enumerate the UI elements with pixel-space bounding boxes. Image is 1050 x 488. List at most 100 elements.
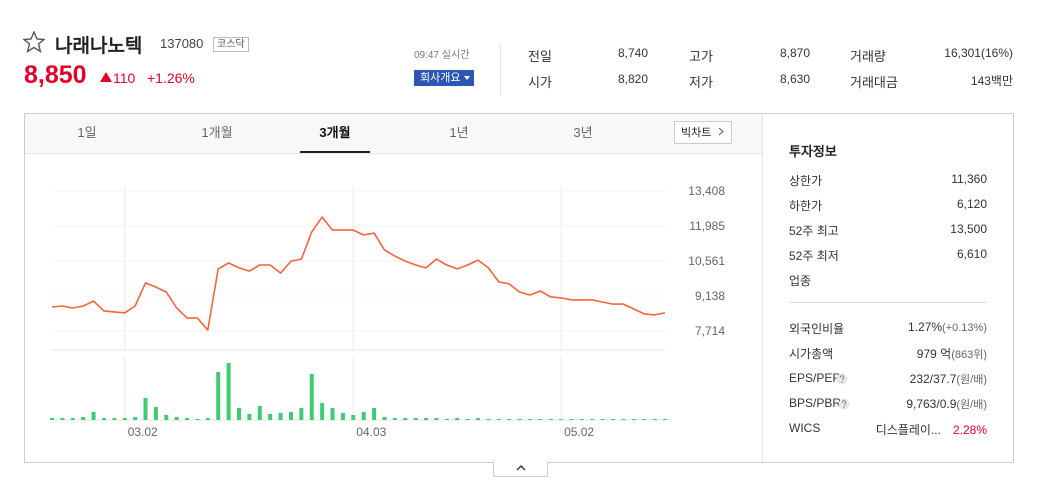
- y-tick-label: 9,138: [695, 289, 725, 303]
- quote-label: 저가: [689, 75, 713, 90]
- quote-label: 거래대금: [850, 75, 898, 90]
- invest-value: 11,360: [951, 172, 987, 186]
- volume-bar: [185, 418, 190, 420]
- change-rate: +1.26%: [147, 70, 195, 86]
- volume-bar: [205, 418, 210, 420]
- quote-value: 143백만: [970, 74, 1013, 88]
- volume-bar: [330, 408, 335, 420]
- favorite-star[interactable]: [23, 31, 45, 53]
- volume-bar: [153, 407, 158, 420]
- volume-bar: [143, 398, 148, 420]
- volume-bar: [642, 419, 647, 420]
- y-tick-label: 7,714: [695, 324, 725, 338]
- y-tick-label: 10,561: [688, 254, 725, 268]
- x-tick-label: 04.03: [356, 425, 386, 439]
- dropdown-icon: [464, 76, 471, 80]
- volume-bar: [174, 417, 179, 420]
- invest-label: 52주 최고: [789, 224, 839, 238]
- volume-bar: [538, 419, 543, 420]
- active-underline: [300, 151, 370, 153]
- volume-bar: [496, 419, 501, 420]
- stock-code: 137080: [160, 36, 204, 51]
- volume-bar: [621, 419, 626, 420]
- invest-label: 하한가: [789, 199, 823, 213]
- panel-divider: [762, 114, 763, 462]
- volume-bar: [257, 406, 262, 420]
- invest-value: 9,763/0.9: [906, 397, 957, 411]
- period-tab[interactable]: 3년: [573, 125, 593, 140]
- period-tab[interactable]: 1개월: [201, 125, 233, 140]
- volume-bar: [247, 414, 252, 420]
- volume-bar: [392, 418, 397, 420]
- tab-bar: [25, 114, 762, 154]
- invest-value: 979 억: [916, 347, 952, 361]
- volume-bar: [268, 414, 273, 420]
- volume-bar: [434, 418, 439, 420]
- volume-bar: [122, 418, 127, 420]
- quote-value: 8,820: [617, 72, 648, 86]
- invest-label: BPS/PBR: [789, 396, 842, 410]
- invest-note: 2.28%: [952, 423, 987, 437]
- volume-bar: [507, 419, 512, 420]
- quote-label: 전일: [528, 49, 552, 64]
- invest-label: 시가총액: [789, 347, 834, 361]
- period-tab[interactable]: 1일: [77, 125, 97, 140]
- up-arrow: [100, 72, 112, 82]
- invest-title: 투자정보: [789, 144, 837, 159]
- collapse-icon: [516, 465, 526, 471]
- quote-label: 고가: [689, 49, 713, 64]
- y-tick-label: 13,408: [688, 184, 725, 198]
- invest-label: WICS: [789, 421, 821, 435]
- period-tab[interactable]: 1년: [449, 125, 469, 140]
- volume-bar: [288, 412, 293, 420]
- volume-bar: [299, 408, 304, 420]
- x-tick-label: 03.02: [128, 425, 158, 439]
- big-chart-label: 빅차트: [681, 127, 712, 139]
- help-icon[interactable]: [838, 398, 850, 410]
- volume-bar: [361, 412, 366, 420]
- company-button[interactable]: 회사개요: [414, 70, 474, 86]
- price-chart: 13,408 11,985 10,561 9,138 7,714 03.02 04.03 05…: [50, 184, 725, 439]
- current-price: 8,850: [24, 61, 87, 89]
- help-icon[interactable]: [836, 373, 848, 385]
- volume-bar: [309, 374, 314, 420]
- volume-bar: [486, 419, 491, 420]
- volume-bar: [70, 418, 75, 420]
- invest-value: 13,500: [950, 222, 987, 236]
- invest-label: 업종: [789, 274, 812, 288]
- invest-note: (863위): [951, 349, 987, 361]
- volume-bar: [559, 419, 564, 420]
- invest-label: 상한가: [789, 174, 823, 188]
- big-chart-button[interactable]: 빅차트: [674, 121, 732, 144]
- collapse-button[interactable]: [493, 461, 548, 477]
- price-line: [51, 216, 666, 331]
- price-change: 110: [113, 70, 136, 86]
- volume-bar: [164, 415, 169, 420]
- volume-bar: [101, 418, 106, 420]
- y-tick-label: 11,985: [689, 219, 725, 233]
- volume-bar: [652, 419, 657, 420]
- period-tab[interactable]: 3개월: [319, 125, 351, 140]
- volume-bar: [81, 417, 86, 420]
- volume-bar: [403, 418, 408, 420]
- volume-bar: [372, 408, 377, 420]
- volume-bar: [413, 418, 418, 420]
- volume-bar: [548, 419, 553, 420]
- volume-bar: [424, 418, 429, 420]
- volume-bar: [611, 419, 616, 420]
- volume-bar: [351, 415, 356, 420]
- volume-bar: [50, 418, 54, 420]
- quote-label: 거래량: [850, 49, 886, 64]
- x-tick-label: 05.02: [564, 425, 594, 439]
- invest-value[interactable]: 디스플레이...: [875, 423, 941, 437]
- volume-bar: [569, 419, 574, 420]
- volume-bar: [278, 413, 283, 420]
- invest-label: 외국인비율: [789, 322, 845, 336]
- invest-label: 52주 최저: [789, 249, 839, 263]
- quote-value: 8,740: [617, 46, 648, 60]
- volume-bar: [382, 417, 387, 420]
- separator: [789, 302, 987, 303]
- volume-bar: [340, 413, 345, 420]
